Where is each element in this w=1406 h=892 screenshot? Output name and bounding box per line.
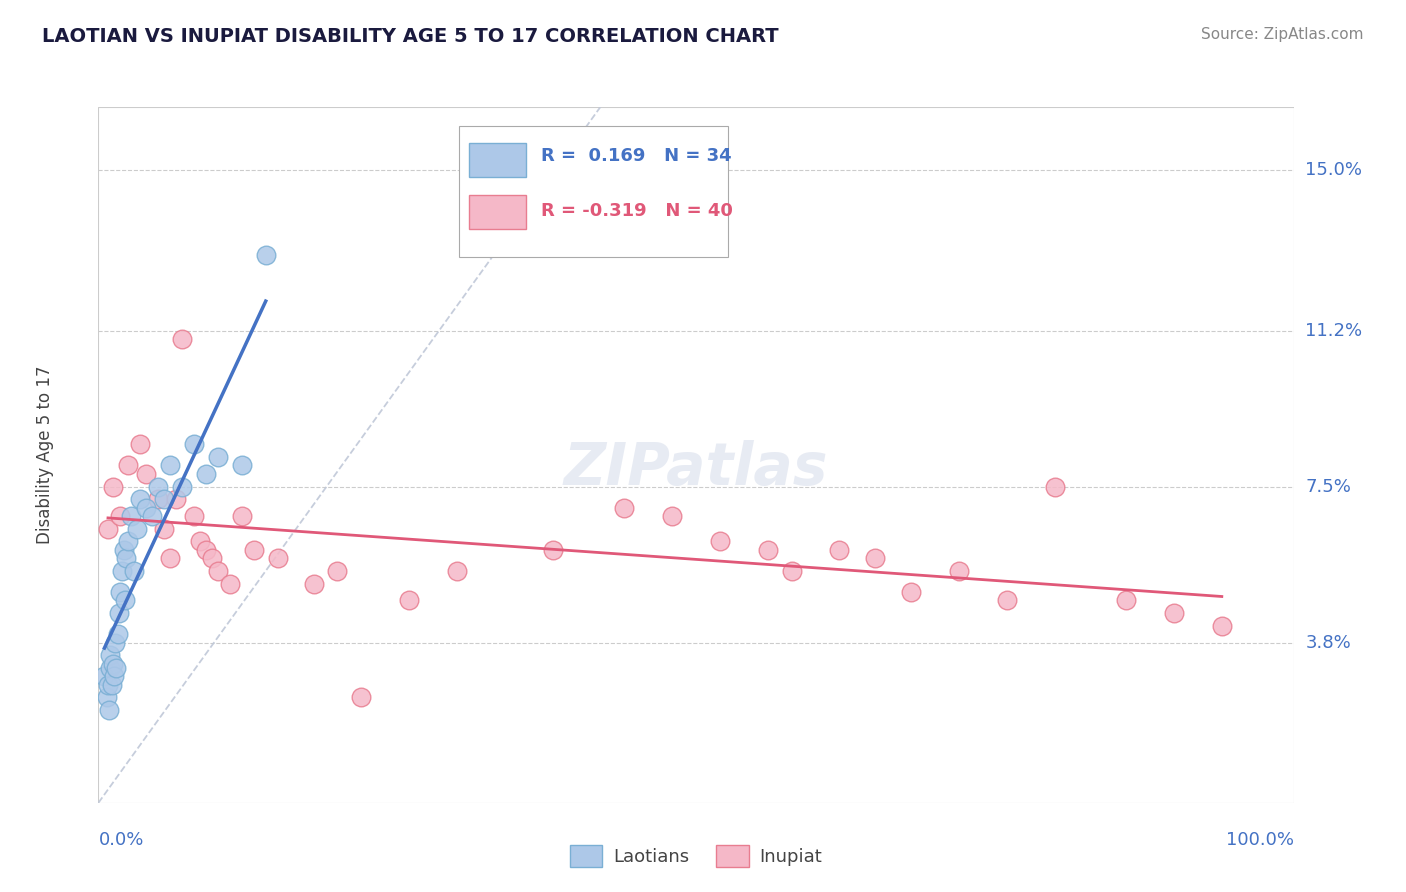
Text: Source: ZipAtlas.com: Source: ZipAtlas.com [1201,27,1364,42]
Point [108,509,131,524]
Point [108,585,131,599]
Point [948,564,970,578]
Point [159,458,181,473]
Point [129,492,152,507]
Point [98,648,122,663]
Point [900,585,922,599]
Text: 0.0%: 0.0% [98,830,143,848]
Point [613,500,636,515]
Point [105,661,128,675]
Point [183,437,205,451]
Point [756,542,779,557]
Point [254,247,277,261]
Point [100,678,122,692]
Point [107,627,129,641]
Point [165,492,187,507]
Point [267,551,290,566]
Point [96,690,118,705]
Point [661,509,683,524]
Point [141,509,163,524]
Point [1115,593,1137,607]
Point [780,564,803,578]
Point [201,551,224,566]
Text: R = -0.319   N = 40: R = -0.319 N = 40 [540,202,733,220]
Text: LAOTIAN VS INUPIAT DISABILITY AGE 5 TO 17 CORRELATION CHART: LAOTIAN VS INUPIAT DISABILITY AGE 5 TO 1… [42,27,779,45]
Point [148,479,170,493]
Point [153,522,176,536]
Point [1163,606,1185,620]
Point [326,564,349,578]
Point [1211,618,1233,632]
Text: R =  0.169   N = 34: R = 0.169 N = 34 [540,147,731,165]
FancyBboxPatch shape [470,195,526,229]
Text: 100.0%: 100.0% [1226,830,1294,848]
Point [398,593,420,607]
Point [115,551,138,566]
Point [541,542,564,557]
Point [135,500,157,515]
Point [101,479,124,493]
Text: 11.2%: 11.2% [1305,321,1362,340]
Point [1043,479,1066,493]
Point [188,534,211,549]
Text: 15.0%: 15.0% [1305,161,1362,179]
Point [183,509,205,524]
Point [153,492,176,507]
Point [124,564,146,578]
Text: ZIPatlas: ZIPatlas [564,441,828,498]
Point [107,606,129,620]
Point [125,522,148,536]
FancyBboxPatch shape [470,144,526,177]
Point [148,492,170,507]
Point [159,551,181,566]
Legend: Laotians, Inupiat: Laotians, Inupiat [562,838,830,874]
Point [350,690,373,705]
Point [302,576,325,591]
Text: 7.5%: 7.5% [1305,477,1351,496]
Point [104,635,127,649]
Point [219,576,242,591]
Point [243,542,266,557]
Point [103,669,125,683]
Point [98,703,121,717]
Point [117,458,139,473]
Point [828,542,851,557]
Point [117,534,139,549]
Point [112,542,135,557]
Point [446,564,468,578]
Point [709,534,731,549]
Point [995,593,1018,607]
Point [231,458,253,473]
Text: 3.8%: 3.8% [1305,633,1351,651]
Point [97,522,120,536]
Point [194,542,217,557]
FancyBboxPatch shape [460,126,728,257]
Point [101,657,124,671]
Point [129,437,152,451]
Point [863,551,886,566]
Point [120,509,142,524]
Point [111,564,134,578]
Text: Disability Age 5 to 17: Disability Age 5 to 17 [35,366,53,544]
Point [93,669,115,683]
Point [231,509,253,524]
Point [97,678,120,692]
Point [207,450,229,464]
Point [172,332,194,346]
Point [194,467,217,481]
Point [172,479,194,493]
Point [207,564,229,578]
Point [135,467,157,481]
Point [114,593,136,607]
Point [98,661,122,675]
